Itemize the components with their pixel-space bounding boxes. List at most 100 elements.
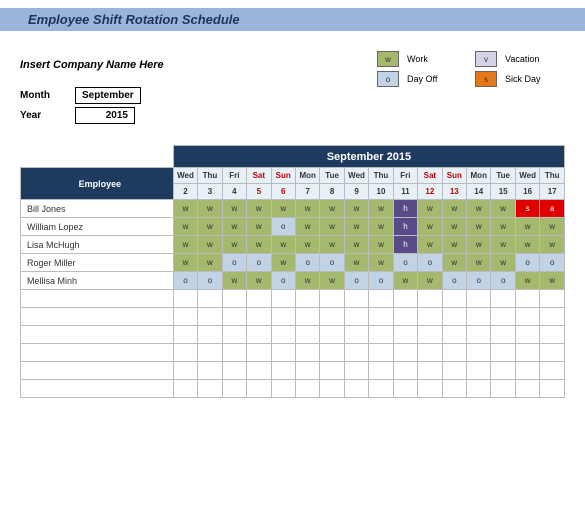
shift-cell[interactable]: w <box>198 236 222 254</box>
shift-cell[interactable]: o <box>442 272 466 290</box>
shift-cell[interactable]: w <box>418 272 442 290</box>
empty-shift-cell[interactable] <box>295 362 319 380</box>
shift-cell[interactable]: w <box>271 254 295 272</box>
shift-cell[interactable]: w <box>442 218 466 236</box>
empty-shift-cell[interactable] <box>320 308 344 326</box>
shift-cell[interactable]: o <box>295 254 319 272</box>
shift-cell[interactable]: w <box>515 218 539 236</box>
shift-cell[interactable]: w <box>442 254 466 272</box>
empty-shift-cell[interactable] <box>344 290 368 308</box>
shift-cell[interactable]: w <box>540 218 565 236</box>
empty-shift-cell[interactable] <box>271 308 295 326</box>
shift-cell[interactable]: w <box>467 200 491 218</box>
empty-employee-cell[interactable] <box>21 290 174 308</box>
empty-shift-cell[interactable] <box>418 326 442 344</box>
shift-cell[interactable]: w <box>467 236 491 254</box>
shift-cell[interactable]: w <box>540 272 565 290</box>
year-value[interactable]: 2015 <box>75 107 135 124</box>
empty-shift-cell[interactable] <box>467 380 491 398</box>
shift-cell[interactable]: o <box>344 272 368 290</box>
shift-cell[interactable]: w <box>467 218 491 236</box>
empty-shift-cell[interactable] <box>222 344 246 362</box>
shift-cell[interactable]: w <box>295 236 319 254</box>
shift-cell[interactable]: w <box>491 218 515 236</box>
empty-shift-cell[interactable] <box>418 380 442 398</box>
empty-shift-cell[interactable] <box>393 380 417 398</box>
empty-shift-cell[interactable] <box>198 362 222 380</box>
empty-shift-cell[interactable] <box>540 380 565 398</box>
empty-shift-cell[interactable] <box>540 290 565 308</box>
shift-cell[interactable]: w <box>442 236 466 254</box>
empty-shift-cell[interactable] <box>344 326 368 344</box>
shift-cell[interactable]: w <box>173 200 197 218</box>
empty-shift-cell[interactable] <box>173 290 197 308</box>
shift-cell[interactable]: w <box>540 236 565 254</box>
empty-shift-cell[interactable] <box>295 380 319 398</box>
shift-cell[interactable]: w <box>515 236 539 254</box>
empty-shift-cell[interactable] <box>467 344 491 362</box>
shift-cell[interactable]: w <box>344 236 368 254</box>
empty-shift-cell[interactable] <box>491 290 515 308</box>
shift-cell[interactable]: w <box>295 272 319 290</box>
shift-cell[interactable]: o <box>418 254 442 272</box>
month-value[interactable]: September <box>75 87 141 104</box>
empty-shift-cell[interactable] <box>393 344 417 362</box>
empty-shift-cell[interactable] <box>491 308 515 326</box>
empty-shift-cell[interactable] <box>369 326 393 344</box>
empty-shift-cell[interactable] <box>344 380 368 398</box>
shift-cell[interactable]: o <box>491 272 515 290</box>
empty-shift-cell[interactable] <box>222 362 246 380</box>
shift-cell[interactable]: w <box>442 200 466 218</box>
empty-shift-cell[interactable] <box>467 290 491 308</box>
shift-cell[interactable]: w <box>271 200 295 218</box>
empty-shift-cell[interactable] <box>369 308 393 326</box>
shift-cell[interactable]: w <box>320 236 344 254</box>
empty-shift-cell[interactable] <box>173 380 197 398</box>
empty-shift-cell[interactable] <box>467 362 491 380</box>
shift-cell[interactable]: w <box>173 254 197 272</box>
empty-shift-cell[interactable] <box>393 362 417 380</box>
empty-shift-cell[interactable] <box>540 326 565 344</box>
empty-shift-cell[interactable] <box>198 290 222 308</box>
shift-cell[interactable]: w <box>393 272 417 290</box>
empty-shift-cell[interactable] <box>295 326 319 344</box>
empty-shift-cell[interactable] <box>222 380 246 398</box>
empty-shift-cell[interactable] <box>320 380 344 398</box>
empty-shift-cell[interactable] <box>540 344 565 362</box>
empty-shift-cell[interactable] <box>418 362 442 380</box>
empty-shift-cell[interactable] <box>442 326 466 344</box>
empty-shift-cell[interactable] <box>467 326 491 344</box>
empty-employee-cell[interactable] <box>21 308 174 326</box>
shift-cell[interactable]: w <box>369 236 393 254</box>
empty-shift-cell[interactable] <box>515 380 539 398</box>
empty-shift-cell[interactable] <box>515 344 539 362</box>
empty-shift-cell[interactable] <box>442 380 466 398</box>
shift-cell[interactable]: w <box>247 200 271 218</box>
shift-cell[interactable]: o <box>271 272 295 290</box>
shift-cell[interactable]: o <box>173 272 197 290</box>
shift-cell[interactable]: w <box>198 254 222 272</box>
shift-cell[interactable]: w <box>222 236 246 254</box>
shift-cell[interactable]: o <box>369 272 393 290</box>
shift-cell[interactable]: w <box>247 236 271 254</box>
empty-shift-cell[interactable] <box>540 362 565 380</box>
shift-cell[interactable]: w <box>173 236 197 254</box>
empty-shift-cell[interactable] <box>491 362 515 380</box>
empty-employee-cell[interactable] <box>21 344 174 362</box>
empty-shift-cell[interactable] <box>247 308 271 326</box>
shift-cell[interactable]: w <box>173 218 197 236</box>
empty-shift-cell[interactable] <box>271 362 295 380</box>
empty-shift-cell[interactable] <box>369 380 393 398</box>
empty-shift-cell[interactable] <box>222 308 246 326</box>
empty-shift-cell[interactable] <box>393 290 417 308</box>
empty-shift-cell[interactable] <box>295 290 319 308</box>
shift-cell[interactable]: w <box>198 218 222 236</box>
shift-cell[interactable]: w <box>198 200 222 218</box>
empty-shift-cell[interactable] <box>418 308 442 326</box>
empty-shift-cell[interactable] <box>247 326 271 344</box>
empty-shift-cell[interactable] <box>442 344 466 362</box>
empty-shift-cell[interactable] <box>173 326 197 344</box>
shift-cell[interactable]: w <box>222 218 246 236</box>
shift-cell[interactable]: w <box>467 254 491 272</box>
empty-shift-cell[interactable] <box>467 308 491 326</box>
